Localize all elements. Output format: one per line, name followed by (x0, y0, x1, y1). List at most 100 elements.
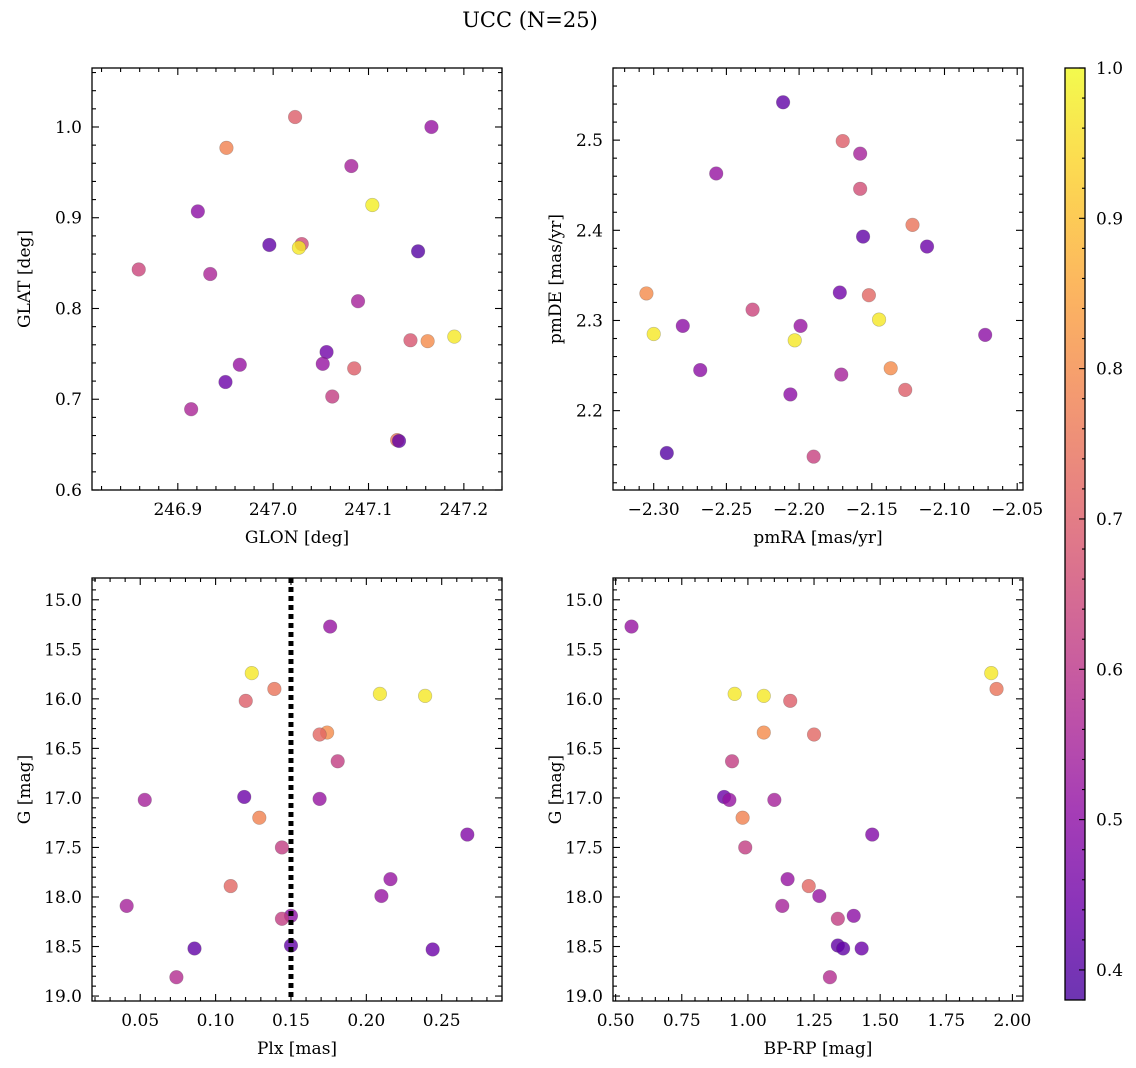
data-point (312, 727, 327, 742)
y-axis-label: G [mag] (15, 755, 35, 824)
data-point (675, 318, 690, 333)
x-tick-label: 2.00 (993, 1011, 1031, 1031)
y-axis-label: pmDE [mas/yr] (546, 214, 566, 344)
data-point (978, 327, 993, 343)
x-tick-label: 0.75 (663, 1011, 701, 1031)
data-point (745, 302, 760, 317)
data-point (425, 942, 440, 957)
data-point (169, 970, 184, 985)
data-point (383, 872, 398, 887)
data-point (262, 237, 277, 253)
data-point (898, 382, 913, 398)
y-tick-label: 16.0 (44, 690, 82, 710)
x-tick-label: 246.9 (153, 500, 202, 520)
colorbar-tick-label: 0.9 (1096, 209, 1123, 229)
x-tick-label: −2.15 (846, 500, 898, 520)
y-tick-label: 19.0 (565, 987, 603, 1007)
colorbar: 0.4 0.5 0.6 0.7 0.8 0.9 1.0 (1064, 59, 1123, 1001)
colorbar-tick-label: 0.8 (1096, 360, 1123, 380)
data-point (806, 727, 822, 742)
x-axis-label: BP-RP [mag] (764, 1039, 873, 1059)
y-tick-label: 0.9 (55, 209, 82, 229)
panel-bprp-g: 0.50 0.75 1.00 1.25 1.50 1.75 2.00 15.0 15.5 16.0… (546, 577, 1031, 1059)
data-point (624, 619, 639, 634)
scatter-points (624, 619, 1004, 985)
x-tick-label: 0.50 (597, 1011, 635, 1031)
data-point (846, 908, 861, 923)
x-axis-label: GLON [deg] (245, 528, 349, 548)
y-tick-label: 17.5 (44, 838, 82, 858)
data-point (323, 619, 338, 634)
x-axis-label: pmRA [mas/yr] (753, 528, 882, 548)
data-point (783, 693, 798, 708)
data-point (738, 840, 753, 855)
data-point (447, 329, 462, 344)
axes-frame (612, 577, 1024, 1002)
data-point (232, 357, 247, 372)
data-point (315, 356, 330, 371)
colorbar-tick-label: 0.6 (1096, 660, 1123, 680)
data-point (919, 239, 935, 254)
data-point (861, 288, 876, 303)
data-point (855, 229, 871, 244)
x-axis-label: Plx [mas] (257, 1039, 337, 1059)
data-point (244, 666, 259, 681)
y-tick-label: 15.5 (565, 640, 603, 660)
y-axis-label: G [mag] (546, 755, 566, 824)
data-point (905, 217, 920, 232)
data-point (119, 898, 134, 913)
x-tick-label: 1.25 (795, 1011, 833, 1031)
colorbar-gradient (1065, 68, 1085, 1000)
data-point (776, 95, 791, 110)
data-point (287, 109, 303, 125)
axes-frame (612, 67, 1024, 491)
y-tick-label: 16.5 (44, 739, 82, 759)
data-point (420, 334, 435, 349)
y-tick-label: 17.0 (44, 789, 82, 809)
y-tick-label: 18.0 (44, 888, 82, 908)
data-point (883, 361, 898, 376)
panel-pmra-pmde: −2.30 −2.25 −2.20 −2.15 −2.10 −2.05 2.2 2.3 2.4 2… (546, 67, 1043, 548)
data-point (775, 898, 790, 913)
axes-frame (91, 67, 503, 491)
data-point (693, 362, 708, 378)
data-point (822, 970, 838, 985)
data-point (801, 878, 816, 894)
data-point (865, 827, 880, 842)
y-tick-label: 15.5 (44, 640, 82, 660)
scatter-points (639, 95, 993, 464)
data-point (836, 941, 851, 956)
data-point (274, 840, 290, 855)
y-tick-label: 1.0 (55, 118, 82, 138)
figure-title: UCC (N=25) (462, 8, 598, 32)
data-point (203, 266, 218, 282)
y-tick-label: 18.0 (565, 888, 603, 908)
data-point (347, 361, 362, 376)
y-axis-label: GLAT [deg] (15, 230, 35, 328)
x-tick-label: −2.10 (918, 500, 970, 520)
x-tick-label: 0.25 (423, 1011, 461, 1031)
y-tick-label: 19.0 (44, 987, 82, 1007)
data-point (984, 666, 999, 681)
data-point (344, 158, 359, 174)
y-tick-label: 2.3 (576, 311, 603, 331)
data-point (424, 119, 439, 135)
x-tick-label: 247.1 (344, 500, 393, 520)
data-point (830, 911, 845, 926)
data-point (735, 810, 750, 825)
x-tick-label: 1.00 (729, 1011, 767, 1031)
data-point (187, 941, 202, 956)
data-point (374, 888, 389, 904)
x-tick-label: 0.20 (347, 1011, 385, 1031)
data-point (237, 789, 252, 805)
data-point (756, 688, 771, 703)
data-point (365, 197, 380, 213)
x-tick-label: 1.75 (927, 1011, 965, 1031)
y-tick-label: 0.7 (55, 390, 82, 410)
x-tick-label: 0.05 (121, 1011, 159, 1031)
data-point (767, 792, 782, 808)
data-point (793, 318, 808, 333)
data-point (274, 911, 290, 926)
data-point (806, 449, 821, 464)
